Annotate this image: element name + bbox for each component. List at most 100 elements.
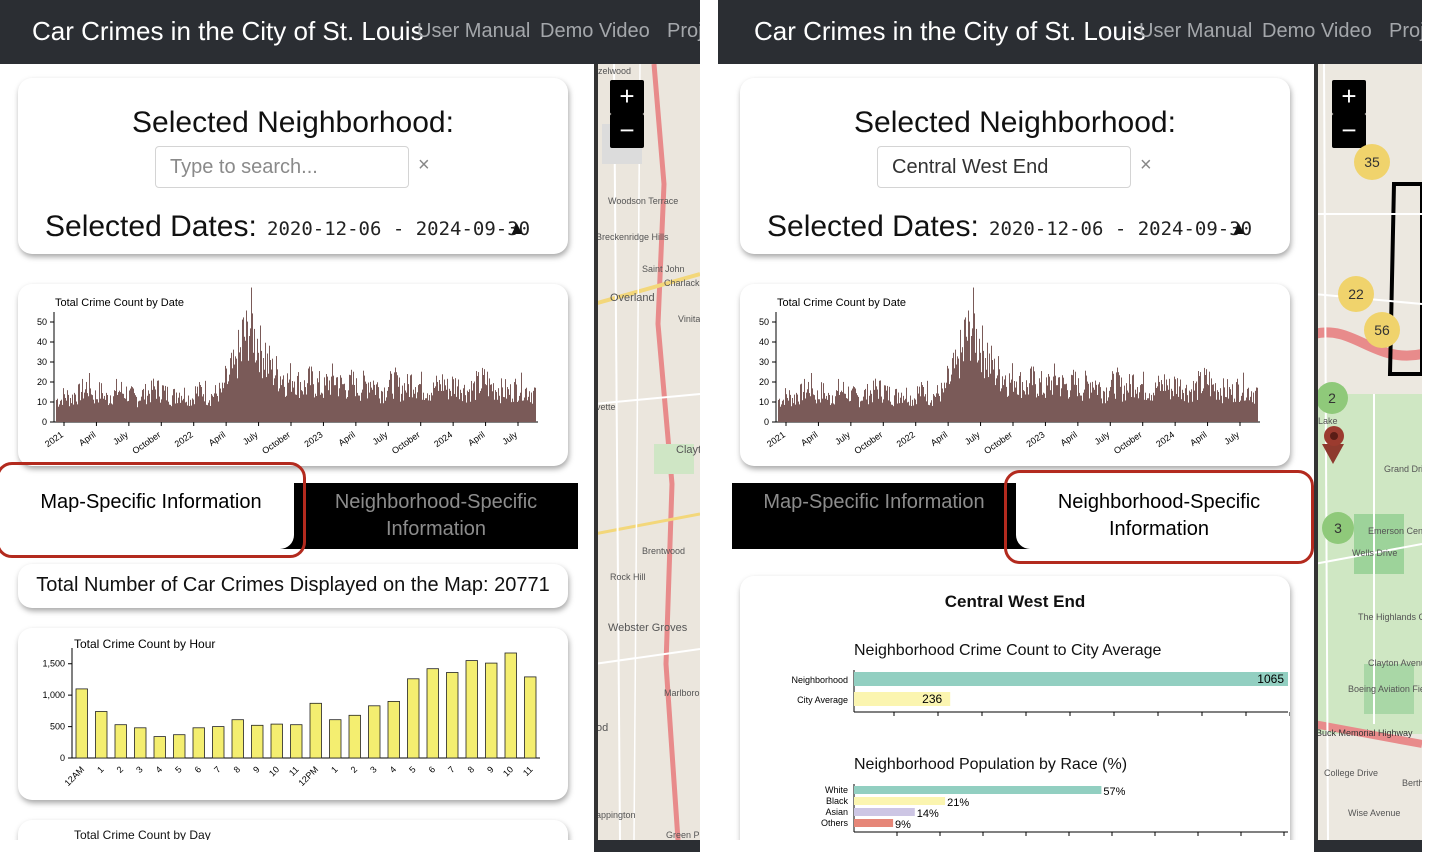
date-bar bbox=[162, 385, 163, 422]
race-chart-title: Neighborhood Population by Race (%) bbox=[854, 756, 1128, 773]
date-bar bbox=[413, 389, 414, 422]
date-bar bbox=[275, 375, 276, 422]
date-range-value[interactable]: 2020-12-06 - 2024-09-30 bbox=[267, 218, 531, 240]
map[interactable]: + − zelwood Woodson Terrace Breckenridge… bbox=[594, 64, 700, 840]
date-bar bbox=[1067, 390, 1068, 422]
neighborhood-search-input[interactable]: Type to search... bbox=[155, 146, 409, 188]
map[interactable]: + − 35 22 56 2 3 Lake Grand Drive Emerso… bbox=[1314, 64, 1422, 840]
date-bar bbox=[814, 395, 815, 422]
zoom-out-button[interactable]: − bbox=[1332, 114, 1366, 148]
map-cluster-marker[interactable]: 2 bbox=[1316, 382, 1348, 414]
date-bar bbox=[196, 393, 197, 422]
hour-bar bbox=[368, 705, 381, 759]
date-bar bbox=[1144, 399, 1145, 422]
date-bar bbox=[384, 387, 385, 422]
race-bar bbox=[854, 797, 946, 805]
y-tick-label: 0 bbox=[60, 753, 65, 763]
neighborhood-search-input[interactable]: Central West End bbox=[877, 146, 1131, 188]
selected-dates-label: Selected Dates: bbox=[767, 210, 979, 243]
date-bar bbox=[208, 402, 209, 422]
tab-neighborhood-specific[interactable]: Neighborhood-Specific Information bbox=[1016, 483, 1302, 549]
date-bar bbox=[802, 400, 803, 422]
x-tick-label: 2 bbox=[115, 764, 126, 775]
date-bar bbox=[389, 379, 390, 422]
tab-map-specific[interactable]: Map-Specific Information bbox=[8, 483, 294, 549]
date-bar bbox=[77, 404, 78, 422]
x-tick-label: July bbox=[1093, 429, 1112, 447]
date-bar bbox=[115, 390, 116, 422]
date-bar bbox=[1087, 381, 1088, 422]
date-bar bbox=[984, 378, 985, 422]
date-bar bbox=[1069, 397, 1070, 422]
date-bar bbox=[514, 382, 515, 422]
zoom-in-button[interactable]: + bbox=[610, 80, 644, 114]
date-bar bbox=[498, 388, 499, 422]
date-bar bbox=[59, 404, 60, 422]
date-bar bbox=[379, 398, 380, 422]
caret-up-icon[interactable]: ▲ bbox=[1230, 218, 1248, 238]
date-bar bbox=[151, 380, 152, 422]
caret-up-icon[interactable]: ▲ bbox=[508, 218, 526, 238]
nav-link-demo-video[interactable]: Demo Video bbox=[1262, 20, 1372, 42]
date-bar bbox=[1119, 375, 1120, 422]
y-tick-label: 0 bbox=[42, 417, 47, 427]
date-bar bbox=[979, 338, 980, 422]
date-bar bbox=[279, 388, 280, 422]
zoom-in-button[interactable]: + bbox=[1332, 80, 1366, 114]
map-cluster-marker[interactable]: 22 bbox=[1338, 276, 1374, 312]
date-bar bbox=[815, 399, 816, 422]
date-bar bbox=[146, 404, 147, 422]
date-bar bbox=[907, 402, 908, 422]
date-bar bbox=[371, 387, 372, 422]
tab-neighborhood-specific[interactable]: Neighborhood-Specific Information bbox=[294, 483, 578, 549]
hour-bar bbox=[426, 668, 439, 759]
map-label: Charlack bbox=[664, 278, 700, 288]
date-bar bbox=[1148, 398, 1149, 422]
map-cluster-marker[interactable]: 56 bbox=[1364, 312, 1400, 348]
date-bar bbox=[87, 393, 88, 422]
map-roads bbox=[594, 64, 700, 840]
date-bar bbox=[949, 384, 950, 422]
date-bar bbox=[449, 388, 450, 422]
date-bar bbox=[74, 392, 75, 422]
nav-link-user-manual[interactable]: User Manual bbox=[1139, 20, 1253, 42]
map-cluster-marker[interactable]: 35 bbox=[1354, 144, 1390, 180]
date-bar bbox=[439, 380, 440, 422]
date-bar bbox=[1110, 387, 1111, 422]
tab-map-label: Map-Specific Information bbox=[40, 491, 262, 513]
date-bar bbox=[1089, 398, 1090, 422]
map-border bbox=[1314, 64, 1318, 852]
nav-link-project[interactable]: Proj bbox=[1389, 20, 1422, 42]
date-bar bbox=[797, 394, 798, 422]
date-bar bbox=[1182, 389, 1183, 422]
tab-map-specific[interactable]: Map-Specific Information bbox=[732, 483, 1016, 549]
date-bar bbox=[130, 388, 131, 422]
clear-search-icon[interactable]: × bbox=[418, 154, 430, 176]
date-range-value[interactable]: 2020-12-06 - 2024-09-30 bbox=[989, 218, 1253, 240]
date-bar bbox=[829, 394, 830, 422]
date-bar bbox=[248, 360, 249, 422]
date-bar bbox=[173, 389, 174, 422]
clear-search-icon[interactable]: × bbox=[1140, 154, 1152, 176]
hour-bar bbox=[465, 660, 478, 759]
nav-link-demo-video[interactable]: Demo Video bbox=[540, 20, 650, 42]
date-bar bbox=[1032, 385, 1033, 422]
map-cluster-marker[interactable]: 3 bbox=[1322, 512, 1354, 544]
date-bar bbox=[1251, 391, 1252, 422]
app-title[interactable]: Car Crimes in the City of St. Louis bbox=[32, 16, 424, 46]
hour-bar bbox=[270, 723, 283, 759]
nav-link-project[interactable]: Proj bbox=[667, 20, 700, 42]
date-bar bbox=[1245, 400, 1246, 422]
date-bar bbox=[1211, 378, 1212, 422]
date-bar bbox=[137, 407, 138, 422]
chart-title: Total Crime Count by Date bbox=[777, 297, 906, 309]
zoom-out-button[interactable]: − bbox=[610, 114, 644, 148]
date-bar bbox=[849, 401, 850, 422]
app-title[interactable]: Car Crimes in the City of St. Louis bbox=[754, 16, 1146, 46]
date-bar bbox=[221, 392, 222, 422]
date-bar bbox=[291, 391, 292, 422]
date-bar bbox=[1018, 394, 1019, 422]
date-bar bbox=[1241, 395, 1242, 422]
nav-link-user-manual[interactable]: User Manual bbox=[417, 20, 531, 42]
x-tick-label: 1 bbox=[329, 764, 340, 775]
